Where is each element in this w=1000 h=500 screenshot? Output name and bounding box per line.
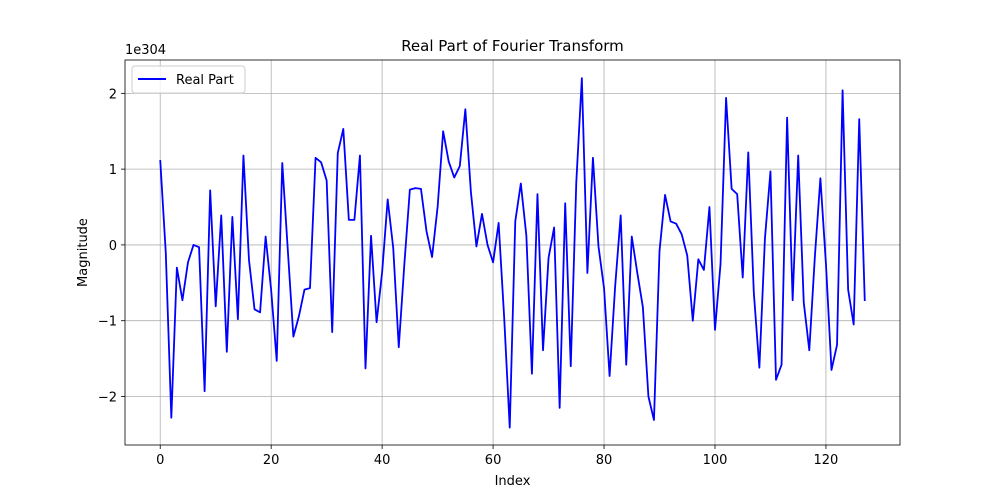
ticks: 0 20 40 60 80 100 120 −2 −1 0 1 2 [98,87,839,468]
legend-label: Real Part [176,73,234,88]
chart-title: Real Part of Fourier Transform [401,37,624,55]
legend-box [131,65,246,94]
x-tick-label: 40 [374,453,391,468]
x-tick-label: 100 [703,453,728,468]
x-axis-label: Index [495,474,531,489]
y-tick-label: −1 [98,315,117,330]
y-axis-offset-label: 1e304 [125,43,166,58]
series-line-real-part [159,77,866,429]
axes-frame [124,59,901,446]
y-tick-label: 1 [109,163,117,178]
y-tick-label: 2 [109,87,117,102]
x-tick-label: 80 [596,453,613,468]
grid [125,60,900,445]
x-tick-label: 120 [814,453,839,468]
x-tick-label: 0 [156,453,164,468]
series-layer [159,77,866,429]
legend: Real Part [131,65,246,94]
y-axis-label: Magnitude [76,218,91,287]
x-tick-label: 60 [485,453,502,468]
x-tick-label: 20 [263,453,280,468]
y-tick-label: 0 [109,239,117,254]
y-tick-label: −2 [98,390,117,405]
